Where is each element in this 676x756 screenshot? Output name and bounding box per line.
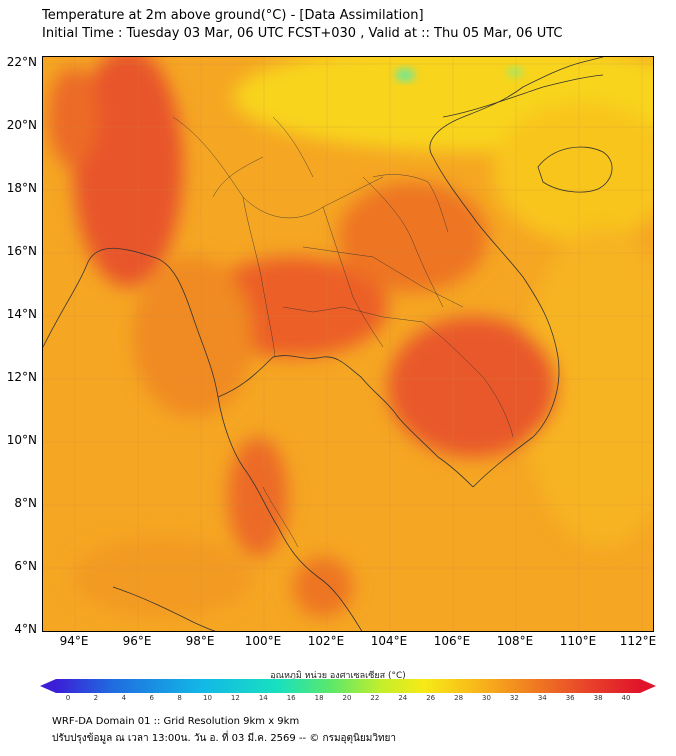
colorbar-tick-0: 0: [65, 694, 71, 702]
colorbar: [40, 679, 656, 693]
colorbar-tick-30: 30: [482, 694, 491, 702]
colorbar-tick-8: 8: [177, 694, 182, 702]
colorbar-tick-32: 32: [509, 694, 519, 702]
colorbar-tick-22: 22: [370, 694, 380, 702]
colorbar-tick-28: 28: [454, 694, 464, 702]
colorbar-tick-26: 26: [426, 694, 436, 702]
field-hot-malay: [293, 557, 353, 617]
lat-label-14: 14°N: [6, 307, 37, 321]
lat-label-18: 18°N: [6, 181, 37, 195]
colorbar-tick-40: 40: [621, 694, 631, 702]
colorbar-tick-2: 2: [93, 694, 99, 702]
colorbar-tick-6: 6: [149, 694, 154, 702]
temperature-map: [42, 56, 654, 632]
colorbar-tick-36: 36: [565, 694, 575, 702]
lon-label-104: 104°E: [370, 634, 408, 648]
graticule: [43, 57, 653, 631]
colorbar-tick-4: 4: [121, 694, 127, 702]
chart-subtitle: Initial Time : Tuesday 03 Mar, 06 UTC FC…: [42, 26, 563, 41]
field-cold-patch: [395, 68, 415, 82]
colorbar-tick-38: 38: [593, 694, 603, 702]
field-warm-south-sea: [73, 537, 253, 617]
field-hot-myanmar-2: [48, 67, 98, 167]
lat-label-4: 4°N: [14, 622, 37, 636]
colorbar-tick-16: 16: [286, 694, 296, 702]
field-cool-gulf: [493, 102, 653, 242]
lat-label-12: 12°N: [6, 370, 37, 384]
lon-label-106: 106°E: [433, 634, 471, 648]
footer-domain: WRF-DA Domain 01 :: Grid Resolution 9km …: [52, 716, 300, 727]
lat-label-20: 20°N: [6, 118, 37, 132]
chart-title: Temperature at 2m above ground(°C) - [Da…: [42, 8, 424, 23]
coastlines: [43, 57, 613, 631]
lon-label-108: 108°E: [496, 634, 534, 648]
colorbar-tick-20: 20: [342, 694, 352, 702]
map-canvas: [43, 57, 653, 631]
field-hot-cambodia: [388, 317, 558, 457]
colorbar-tick-24: 24: [398, 694, 408, 702]
field-warm-west: [133, 257, 253, 417]
lat-label-10: 10°N: [6, 433, 37, 447]
lon-label-112: 112°E: [619, 634, 657, 648]
colorbar-left-arrow: [40, 679, 56, 693]
colorbar-label: อุณหภูมิ หน่วย องศาเซลเซียส (°C): [270, 671, 406, 681]
field-hot-myanmar: [73, 57, 183, 287]
colorbar-right-arrow: [640, 679, 656, 693]
lat-label-6: 6°N: [14, 559, 37, 573]
lon-label-102: 102°E: [307, 634, 345, 648]
lon-label-98: 98°E: [185, 634, 215, 648]
field-hot-south: [228, 437, 288, 557]
colorbar-tick-34: 34: [537, 694, 547, 702]
field-cold-patch-2: [507, 67, 523, 77]
lon-label-110: 110°E: [559, 634, 597, 648]
lon-label-94: 94°E: [59, 634, 89, 648]
lat-label-22: 22°N: [6, 55, 37, 69]
lon-label-100: 100°E: [244, 634, 282, 648]
colorbar-tick-10: 10: [203, 694, 212, 702]
lat-label-16: 16°N: [6, 244, 37, 258]
field-cool-sea: [523, 227, 653, 547]
admin-borders: [172, 116, 514, 548]
lat-label-8: 8°N: [14, 496, 37, 510]
colorbar-body: [56, 679, 640, 693]
lon-label-96: 96°E: [122, 634, 152, 648]
colorbar-tick-18: 18: [314, 694, 324, 702]
colorbar-tick-14: 14: [258, 694, 268, 702]
footer-update: ปรับปรุงข้อมูล ณ เวลา 13:00น. วัน อ. ที่…: [52, 733, 397, 744]
colorbar-tick-12: 12: [230, 694, 240, 702]
field-hot-northeast: [338, 182, 488, 292]
